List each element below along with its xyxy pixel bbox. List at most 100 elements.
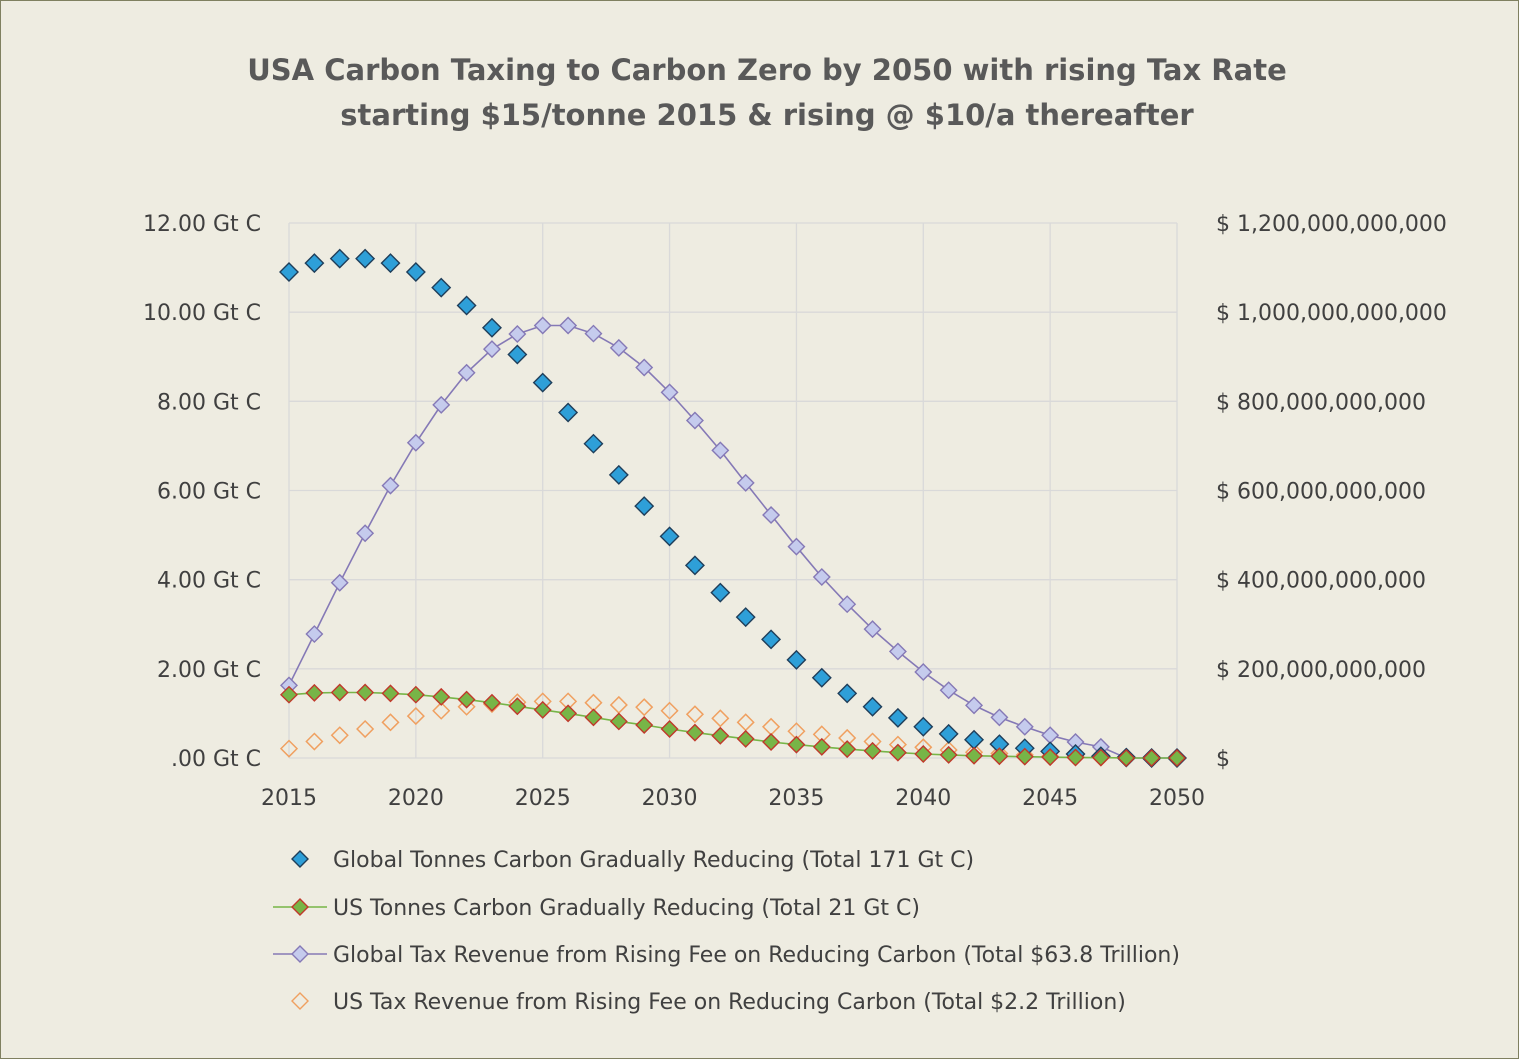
- data-point: [305, 732, 324, 751]
- data-point: [583, 433, 604, 454]
- data-point: [1041, 726, 1060, 745]
- legend-label: Global Tax Revenue from Rising Fee on Re…: [333, 943, 1180, 968]
- data-point: [481, 317, 502, 338]
- legend-marker: [291, 992, 309, 1010]
- gridlines: [288, 222, 1178, 759]
- x-tick-label: 2025: [515, 786, 571, 811]
- left-y-tick-label: 12.00 Gt C: [143, 212, 261, 237]
- data-point: [1041, 748, 1060, 767]
- legend-item: Global Tax Revenue from Rising Fee on Re…: [273, 943, 1180, 968]
- data-point: [280, 685, 298, 704]
- right-y-tick-label: $ 800,000,000,000: [1216, 390, 1426, 415]
- data-point: [406, 685, 425, 704]
- legend-marker: [291, 945, 309, 963]
- data-point: [432, 701, 451, 720]
- series-2: [280, 683, 1186, 767]
- right-y-tick-label: $ 600,000,000,000: [1216, 480, 1426, 505]
- data-point: [659, 526, 680, 547]
- data-point: [837, 683, 858, 704]
- data-point: [862, 696, 883, 717]
- data-point: [381, 476, 400, 495]
- chart-title-line-2: starting $15/tonne 2015 & rising @ $10/a…: [340, 98, 1194, 132]
- legend-label: US Tax Revenue from Rising Fee on Reduci…: [333, 990, 1126, 1015]
- data-point: [457, 690, 476, 709]
- data-point: [685, 723, 704, 742]
- data-point: [533, 700, 552, 719]
- data-point: [381, 684, 400, 703]
- data-point: [990, 747, 1009, 766]
- left-y-tick-label: 6.00 Gt C: [157, 480, 261, 505]
- right-y-tick-label: $ 200,000,000,000: [1216, 658, 1426, 683]
- right-y-tick-label: $ 1,000,000,000,000: [1216, 301, 1447, 326]
- legend-label: US Tonnes Carbon Gradually Reducing (Tot…: [333, 896, 920, 921]
- right-y-axis: $ $ 200,000,000,000 $ 400,000,000,000 $ 600…: [1216, 212, 1447, 772]
- data-point: [888, 642, 907, 661]
- data-point: [584, 708, 603, 727]
- data-point: [660, 383, 679, 402]
- x-tick-label: 2040: [895, 786, 951, 811]
- data-point: [736, 713, 755, 732]
- data-point: [711, 726, 730, 745]
- legend-marker: [291, 898, 309, 916]
- data-point: [786, 649, 807, 670]
- data-point: [584, 693, 603, 712]
- left-y-tick-label: 8.00 Gt C: [157, 390, 261, 415]
- data-point: [965, 746, 984, 765]
- data-point: [432, 395, 451, 414]
- data-point: [558, 402, 579, 423]
- data-point: [711, 441, 730, 460]
- data-point: [356, 524, 375, 543]
- data-point: [329, 248, 350, 269]
- data-point: [609, 338, 628, 357]
- data-point: [914, 744, 933, 763]
- data-point: [1066, 748, 1085, 767]
- x-tick-label: 2045: [1022, 786, 1078, 811]
- data-point: [279, 262, 299, 283]
- data-point: [812, 737, 831, 756]
- data-point: [939, 745, 958, 764]
- data-point: [1091, 748, 1110, 767]
- data-point: [330, 683, 349, 702]
- data-point: [913, 716, 934, 737]
- legend: Global Tonnes Carbon Gradually Reducing …: [273, 848, 1180, 1015]
- data-point: [559, 704, 578, 723]
- data-point: [1168, 749, 1186, 767]
- data-point: [811, 667, 832, 688]
- data-point: [635, 698, 654, 717]
- data-point: [888, 743, 907, 762]
- data-point: [736, 729, 755, 748]
- data-point: [685, 411, 704, 430]
- data-point: [914, 662, 933, 681]
- data-point: [660, 720, 679, 739]
- data-point: [457, 697, 476, 716]
- data-point: [304, 253, 325, 274]
- data-point: [609, 712, 628, 731]
- legend-item: Global Tonnes Carbon Gradually Reducing …: [291, 848, 974, 873]
- data-point: [685, 705, 705, 724]
- legend-label: Global Tonnes Carbon Gradually Reducing …: [333, 848, 974, 873]
- data-point: [635, 358, 654, 377]
- plot-area: [279, 248, 1187, 768]
- data-point: [482, 340, 501, 359]
- data-point: [762, 506, 781, 525]
- data-point: [330, 573, 349, 592]
- data-point: [356, 719, 375, 739]
- data-point: [964, 729, 985, 750]
- data-point: [863, 741, 882, 760]
- data-point: [711, 709, 730, 728]
- data-point: [406, 707, 425, 726]
- data-point: [457, 363, 476, 382]
- data-point: [279, 739, 299, 758]
- data-point: [431, 277, 452, 298]
- data-point: [532, 372, 553, 393]
- x-tick-label: 2030: [642, 786, 698, 811]
- data-point: [456, 295, 477, 316]
- data-point: [1015, 747, 1034, 766]
- left-y-axis: .00 Gt C 2.00 Gt C 4.00 Gt C 6.00 Gt C 8.00 …: [143, 212, 261, 772]
- data-point: [609, 695, 628, 715]
- chart-title-line-1: USA Carbon Taxing to Carbon Zero by 2050…: [247, 53, 1286, 87]
- data-point: [584, 324, 603, 343]
- data-point: [356, 683, 375, 702]
- data-point: [710, 582, 731, 603]
